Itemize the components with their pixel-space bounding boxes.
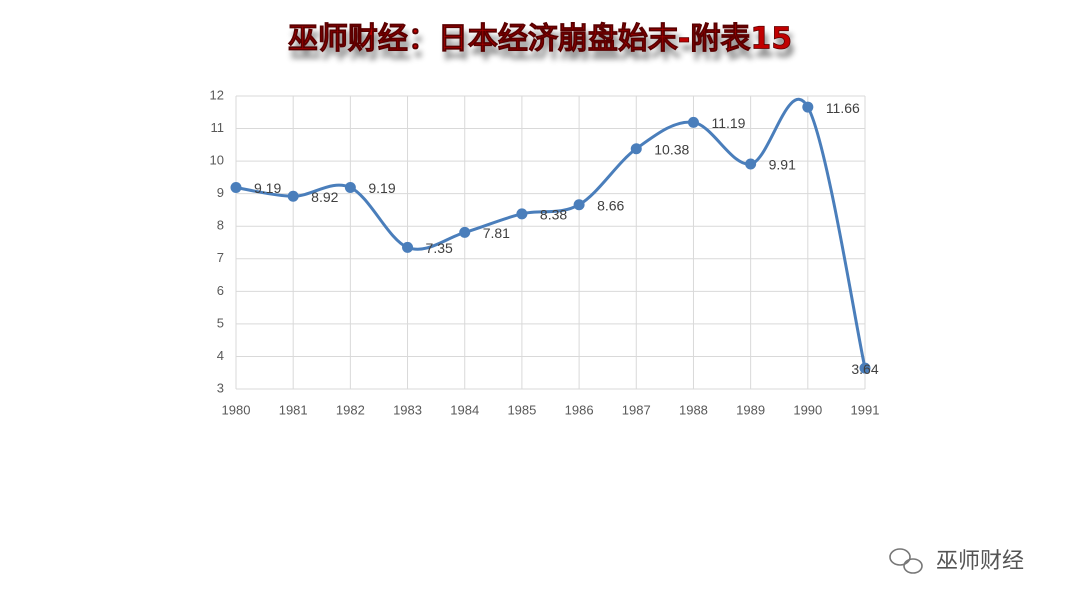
x-tick-label: 1981 xyxy=(279,402,308,417)
data-label: 10.38 xyxy=(654,141,689,157)
data-label: 8.38 xyxy=(540,207,567,223)
x-tick-label: 1989 xyxy=(736,402,765,417)
x-tick-label: 1990 xyxy=(793,402,822,417)
x-tick-label: 1983 xyxy=(393,402,422,417)
y-tick-label: 9 xyxy=(217,185,224,200)
marker xyxy=(630,143,642,155)
marker xyxy=(287,190,299,202)
x-tick-label: 1986 xyxy=(565,402,594,417)
y-tick-label: 11 xyxy=(211,120,225,135)
x-tick-label: 1985 xyxy=(507,402,536,417)
data-label: 8.92 xyxy=(311,189,338,205)
data-label: 11.66 xyxy=(826,100,860,116)
data-label: 9.91 xyxy=(769,157,796,173)
marker xyxy=(516,208,528,220)
watermark-icon xyxy=(889,548,923,574)
y-tick-label: 6 xyxy=(217,283,224,298)
data-label: 3.64 xyxy=(851,361,878,377)
data-label: 8.66 xyxy=(597,197,624,213)
y-tick-label: 4 xyxy=(217,348,224,363)
marker xyxy=(459,226,471,238)
y-tick-label: 5 xyxy=(217,315,224,330)
marker xyxy=(344,181,356,193)
marker xyxy=(687,116,699,128)
y-tick-label: 7 xyxy=(217,250,224,265)
marker xyxy=(230,181,242,193)
data-label: 7.81 xyxy=(483,225,510,241)
marker xyxy=(402,241,414,253)
y-tick-label: 3 xyxy=(217,380,224,395)
watermark: 巫师财经 xyxy=(936,549,1024,574)
y-tick-label: 10 xyxy=(210,153,224,168)
marker xyxy=(745,158,757,170)
x-tick-label: 1987 xyxy=(622,402,651,417)
data-label: 9.19 xyxy=(368,180,395,196)
x-tick-label: 1984 xyxy=(450,402,479,417)
y-tick-label: 12 xyxy=(210,87,224,102)
line xyxy=(235,97,867,369)
data-label: 11.19 xyxy=(711,115,745,131)
x-tick-label: 1982 xyxy=(336,402,365,417)
data-label: 9.19 xyxy=(254,180,281,196)
marker xyxy=(802,101,814,113)
x-tick-label: 1991 xyxy=(851,402,880,417)
data-label: 7.35 xyxy=(426,240,453,256)
x-tick-label: 1988 xyxy=(679,402,708,417)
y-tick-label: 8 xyxy=(217,218,224,233)
chart-title: 巫师财经：日本经济崩盘始末-附表15 xyxy=(288,22,792,57)
x-tick-label: 1980 xyxy=(222,402,251,417)
marker xyxy=(859,362,871,374)
marker xyxy=(573,199,585,211)
